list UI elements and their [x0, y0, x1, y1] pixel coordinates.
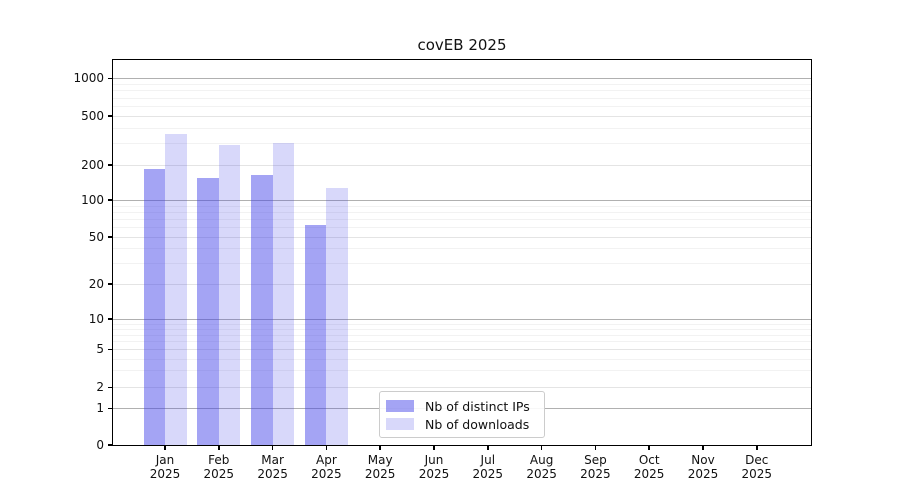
x-tick-mark — [594, 446, 597, 450]
bar-distinct-ips-feb — [197, 177, 219, 445]
x-tick-mark — [702, 446, 704, 450]
x-tick-label-mar: Mar 2025 — [257, 453, 288, 481]
x-tick-mark — [379, 446, 381, 450]
x-tick-mark — [433, 446, 435, 450]
x-tick-label-jun: Jun 2025 — [418, 453, 450, 481]
gridline-minor — [113, 248, 811, 250]
y-tick-mark — [108, 318, 113, 320]
y-tick-label-5: 5 — [96, 342, 104, 357]
y-tick-label-1: 1 — [96, 401, 104, 416]
legend-label: Nb of distinct IPs — [425, 398, 530, 414]
gridline-minor — [113, 341, 811, 343]
y-tick-label-2: 2 — [96, 380, 104, 395]
gridline-minor — [113, 90, 811, 92]
gridline — [113, 116, 811, 118]
y-tick-mark — [108, 77, 113, 80]
gridline-decade — [113, 78, 811, 80]
legend: Nb of distinct IPs Nb of downloads — [379, 391, 545, 438]
y-tick-label-20: 20 — [88, 276, 104, 291]
gridline-minor — [113, 227, 811, 229]
x-tick-label-feb: Feb 2025 — [203, 453, 235, 481]
bar-distinct-ips-apr — [304, 224, 327, 445]
plot-area — [113, 60, 811, 445]
y-tick-mark — [108, 444, 113, 446]
gridline-minor — [113, 328, 811, 330]
gridline-minor — [113, 143, 811, 145]
x-tick-label-jan: Jan 2025 — [149, 453, 181, 481]
gridline — [113, 283, 811, 285]
bar-distinct-ips-mar — [251, 174, 273, 445]
x-tick-label-sep: Sep 2025 — [580, 453, 611, 481]
x-tick-label-aug: Aug 2025 — [526, 453, 557, 481]
x-tick-label-nov: Nov 2025 — [687, 453, 719, 481]
gridline-minor — [113, 211, 811, 213]
gridline — [113, 164, 811, 166]
gridline-minor — [113, 205, 811, 207]
y-tick-label-500: 500 — [81, 109, 104, 124]
y-tick-label-1000: 1000 — [73, 71, 104, 86]
gridline-minor — [113, 334, 811, 336]
gridline-minor — [113, 127, 811, 129]
x-tick-label-jul: Jul 2025 — [472, 453, 504, 481]
legend-label: Nb of downloads — [425, 416, 530, 432]
legend-item-downloads: Nb of downloads — [386, 415, 536, 433]
y-tick-mark — [108, 115, 113, 117]
gridline-decade — [113, 199, 811, 201]
x-tick-label-dec: Dec 2025 — [741, 453, 773, 481]
bar-downloads-jan — [165, 133, 187, 445]
gridline — [113, 236, 811, 238]
gridline-minor — [113, 263, 811, 265]
gridline-minor — [113, 358, 811, 360]
bar-downloads-mar — [272, 143, 295, 445]
gridline — [113, 387, 811, 389]
bar-downloads-apr — [326, 187, 348, 445]
y-tick-mark — [108, 283, 113, 285]
x-tick-mark — [271, 446, 274, 450]
gridline-minor — [113, 84, 811, 86]
y-tick-mark — [108, 407, 113, 410]
legend-item-distinct-ips: Nb of distinct IPs — [386, 397, 536, 415]
gridline-minor — [113, 106, 811, 108]
x-tick-mark — [218, 446, 220, 450]
x-tick-mark — [164, 446, 166, 450]
bar-downloads-feb — [218, 145, 241, 445]
y-tick-mark — [108, 348, 113, 351]
y-tick-label-200: 200 — [81, 157, 104, 172]
gridline-minor — [113, 323, 811, 325]
gridline — [113, 349, 811, 351]
x-tick-mark — [487, 446, 489, 450]
y-tick-mark — [108, 236, 113, 238]
bar-distinct-ips-jan — [143, 169, 165, 445]
y-tick-mark — [108, 199, 113, 201]
gridline-minor — [113, 97, 811, 99]
x-tick-label-may: May 2025 — [364, 453, 396, 481]
gridline-decade — [113, 318, 811, 320]
x-tick-label-oct: Oct 2025 — [633, 453, 665, 481]
y-tick-mark — [108, 164, 113, 166]
x-tick-label-apr: Apr 2025 — [311, 453, 342, 481]
legend-swatch-distinct-ips — [386, 400, 414, 412]
y-tick-label-0: 0 — [96, 438, 104, 452]
legend-swatch-downloads — [386, 418, 414, 430]
y-tick-mark — [108, 386, 113, 389]
y-tick-label-50: 50 — [88, 229, 104, 244]
y-tick-label-100: 100 — [81, 192, 104, 207]
chart-title: covEB 2025 — [417, 36, 507, 54]
gridline-minor — [113, 219, 811, 221]
x-tick-mark — [325, 446, 328, 450]
x-tick-mark — [540, 446, 543, 450]
gridline-minor — [113, 370, 811, 372]
x-tick-mark — [756, 446, 758, 450]
y-tick-label-10: 10 — [88, 311, 104, 326]
x-tick-mark — [648, 446, 650, 450]
